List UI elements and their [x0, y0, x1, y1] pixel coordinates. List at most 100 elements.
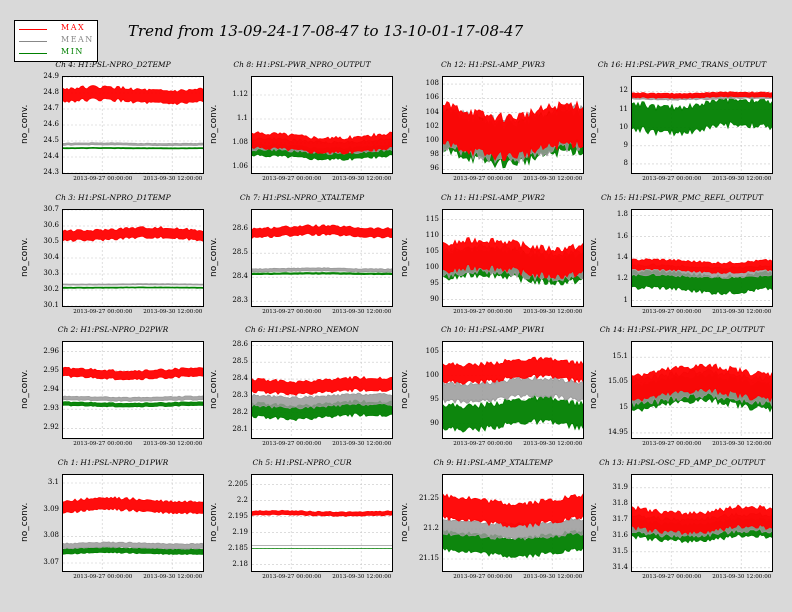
y-tick-label: 2.96 — [43, 346, 59, 355]
legend-item-mean: MEAN — [19, 35, 97, 47]
y-tick-label: 30.5 — [43, 237, 59, 245]
plot-area — [631, 341, 773, 439]
series-max — [63, 496, 203, 515]
y-tick-label: 8 — [623, 158, 628, 167]
plot-svg — [252, 77, 392, 173]
x-tick-label: 2013-09-30 12:00:00 — [143, 441, 203, 447]
y-tick-label: 28.6 — [232, 224, 248, 233]
y-tick-label: 96 — [430, 164, 439, 173]
y-tick-label: 1 — [623, 295, 628, 304]
y-tick-label: 100 — [425, 262, 439, 271]
series-min — [252, 272, 392, 276]
plot-area — [442, 209, 584, 307]
chart-title: Ch 12: H1:PSL-AMP_PWR3 — [440, 60, 545, 69]
y-tick-label: 2.185 — [227, 543, 248, 552]
y-tick-label: 28.2 — [232, 407, 248, 416]
y-tick-label: 30.6 — [43, 221, 59, 229]
plot-svg — [252, 342, 392, 438]
y-tick-label: 28.4 — [232, 272, 248, 281]
y-tick-label: 1.6 — [616, 231, 628, 240]
series-max — [632, 91, 772, 99]
plot-area — [442, 341, 584, 439]
y-tick-label: 12 — [619, 86, 628, 95]
series-max — [443, 356, 583, 385]
plot-svg — [63, 210, 203, 306]
x-tick-label: 2013-09-30 12:00:00 — [523, 176, 583, 182]
x-tick-label: 2013-09-27 00:00:00 — [642, 441, 702, 447]
legend-label-min: MIN — [61, 47, 84, 56]
chart-title: Ch 10: H1:PSL-AMP_PWR1 — [440, 325, 545, 334]
chart-title: Ch 8: H1:PSL-PWR_NPRO_OUTPUT — [233, 60, 371, 69]
y-tick-label: 108 — [425, 79, 439, 88]
chart-title: Ch 7: H1:PSL-NPRO_XTALTEMP — [239, 193, 365, 202]
y-tick-label: 31.8 — [612, 498, 628, 507]
plot-svg — [632, 342, 772, 438]
x-tick-label: 2013-09-30 12:00:00 — [712, 176, 772, 182]
x-tick-label: 2013-09-27 00:00:00 — [262, 574, 322, 580]
y-tick-label: 21.25 — [418, 494, 439, 502]
plot-area — [251, 76, 393, 174]
series-min — [443, 395, 583, 433]
y-tick-label: 30.2 — [43, 285, 59, 293]
y-tick-label: 24.5 — [43, 136, 59, 144]
x-tick-label: 2013-09-27 00:00:00 — [642, 309, 702, 315]
plot-svg — [252, 210, 392, 306]
y-tick-label: 10 — [619, 122, 628, 131]
chart-title: Ch 15: H1:PSL-PWR_PMC_REFL_OUTPUT — [600, 193, 764, 202]
x-tick-label: 2013-09-27 00:00:00 — [642, 574, 702, 580]
series-min — [63, 286, 203, 289]
series-max — [252, 224, 392, 239]
series-mean — [252, 267, 392, 273]
y-tick-label: 9 — [623, 140, 628, 149]
plot-svg — [632, 475, 772, 571]
y-tick-label: 95 — [430, 278, 439, 287]
plot-area — [442, 474, 584, 572]
chart-title: Ch 13: H1:PSL-OSC_FD_AMP_DC_OUTPUT — [599, 458, 765, 467]
plot-area — [631, 209, 773, 307]
y-tick-label: 1.08 — [232, 138, 248, 146]
y-tick-label: 1.1 — [236, 114, 248, 122]
chart-panel: Ch 10: H1:PSL-AMP_PWR1 no_conv. 90 95 100 105… — [398, 325, 588, 475]
chart-title: Ch 3: H1:PSL-NPRO_D1TEMP — [55, 193, 171, 202]
y-tick-label: 24.9 — [43, 72, 59, 80]
y-tick-label: 21.2 — [423, 524, 439, 532]
x-tick-label: 2013-09-30 12:00:00 — [712, 441, 772, 447]
y-tick-label: 2.93 — [43, 404, 59, 413]
chart-panel: Ch 15: H1:PSL-PWR_PMC_REFL_OUTPUT no_conv… — [587, 193, 777, 343]
y-tick-label: 24.4 — [43, 152, 59, 160]
chart-panel: Ch 7: H1:PSL-NPRO_XTALTEMP no_conv. 28.3 28… — [207, 193, 397, 343]
chart-title: Ch 14: H1:PSL-PWR_HPL_DC_LP_OUTPUT — [599, 325, 765, 334]
x-tick-label: 2013-09-27 00:00:00 — [73, 441, 133, 447]
chart-panel: Ch 6: H1:PSL-NPRO_NEMON no_conv. 28.1 28.2 2… — [207, 325, 397, 475]
chart-title: Ch 1: H1:PSL-NPRO_D1PWR — [57, 458, 169, 467]
chart-title: Ch 2: H1:PSL-NPRO_D2PWR — [57, 325, 169, 334]
plot-area — [631, 76, 773, 174]
series-max — [632, 504, 772, 536]
y-tick-label: 2.2 — [236, 495, 248, 504]
y-tick-label: 15 — [619, 402, 628, 411]
y-tick-label: 102 — [425, 121, 439, 130]
x-tick-label: 2013-09-27 00:00:00 — [453, 176, 513, 182]
plot-area — [442, 76, 584, 174]
y-tick-label: 15.05 — [607, 377, 628, 386]
y-axis-label: no_conv. — [209, 369, 219, 409]
series-mean — [63, 142, 203, 147]
series-max — [632, 258, 772, 275]
y-tick-label: 15.1 — [612, 352, 628, 361]
x-tick-label: 2013-09-27 00:00:00 — [453, 574, 513, 580]
x-tick-label: 2013-09-30 12:00:00 — [712, 309, 772, 315]
x-tick-label: 2013-09-30 12:00:00 — [332, 441, 392, 447]
chart-title: Ch 6: H1:PSL-NPRO_NEMON — [245, 325, 359, 334]
x-tick-label: 2013-09-30 12:00:00 — [712, 574, 772, 580]
plot-area — [251, 209, 393, 307]
y-tick-label: 30.7 — [43, 205, 59, 213]
chart-panel: Ch 4: H1:PSL-NPRO_D2TEMP no_conv. 24.3 24.4… — [18, 60, 208, 210]
legend-swatch-max — [19, 29, 47, 30]
series-max — [443, 237, 583, 280]
series-mean — [63, 283, 203, 286]
series-mean — [443, 375, 583, 404]
y-tick-label: 1.06 — [232, 162, 248, 170]
chart-panel: Ch 5: H1:PSL-NPRO_CUR no_conv. 2.18 2.185 2.… — [207, 458, 397, 608]
plot-svg — [63, 475, 203, 571]
x-tick-label: 2013-09-27 00:00:00 — [262, 441, 322, 447]
